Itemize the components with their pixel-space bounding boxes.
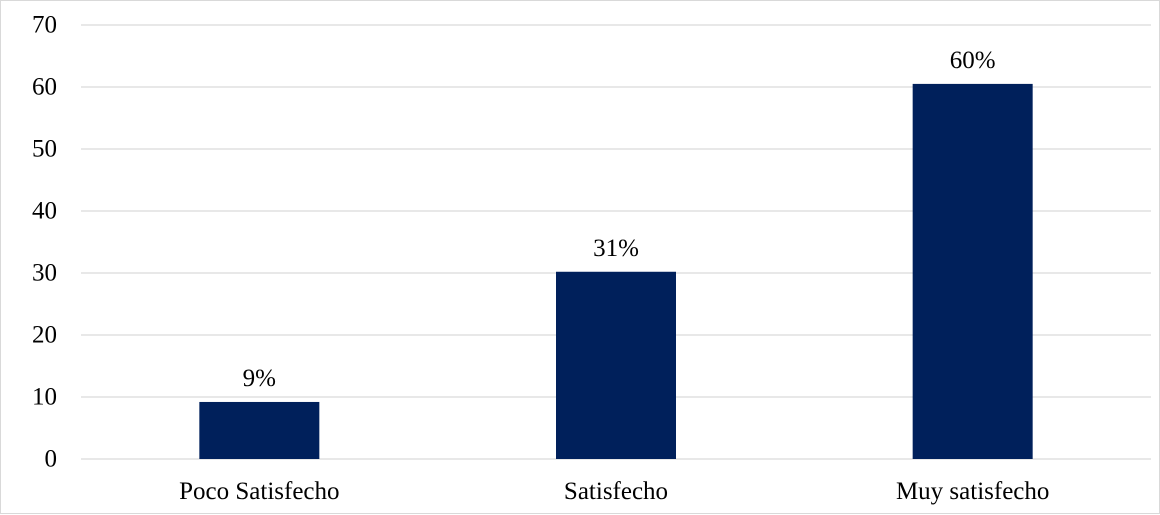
- y-tick-label: 50: [32, 136, 57, 163]
- data-label: 31%: [593, 235, 639, 262]
- y-tick-label: 20: [32, 322, 57, 349]
- y-tick-label: 70: [32, 12, 57, 39]
- x-tick-label: Poco Satisfecho: [179, 478, 339, 505]
- y-tick-label: 30: [32, 260, 57, 287]
- data-label: 9%: [243, 365, 276, 392]
- bar-1: [199, 401, 320, 459]
- y-tick-label: 40: [32, 198, 57, 225]
- y-tick-label: 0: [45, 446, 58, 473]
- x-tick-label: Muy satisfecho: [896, 478, 1049, 505]
- y-tick-label: 10: [32, 384, 57, 411]
- y-tick-label: 60: [32, 74, 57, 101]
- bar-3: [912, 83, 1033, 460]
- x-tick-label: Satisfecho: [564, 478, 668, 505]
- data-label: 60%: [950, 47, 996, 74]
- bar-2: [556, 271, 676, 459]
